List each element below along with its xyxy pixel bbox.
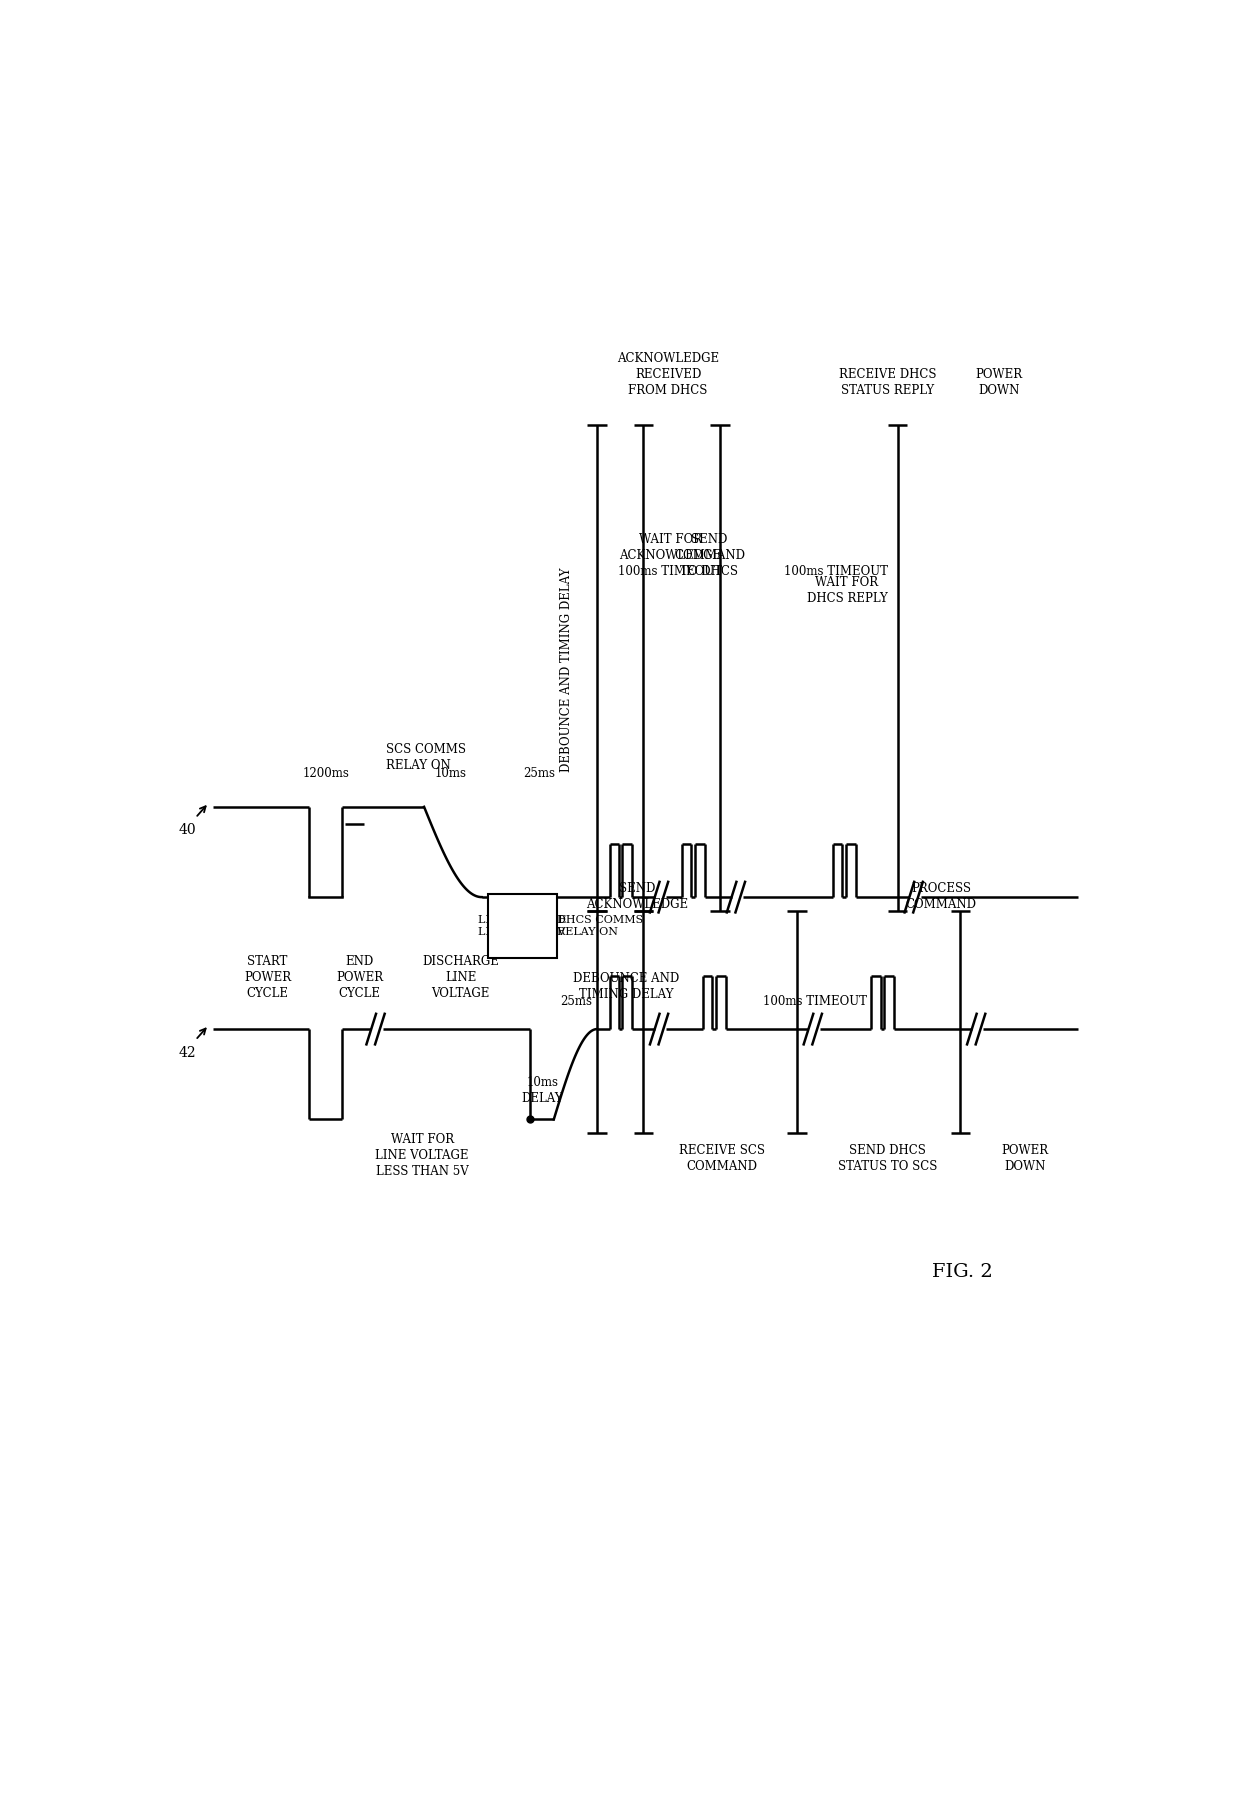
FancyBboxPatch shape — [487, 895, 557, 958]
Text: FIG. 2: FIG. 2 — [932, 1263, 992, 1281]
Text: SEND DHCS
STATUS TO SCS: SEND DHCS STATUS TO SCS — [837, 1144, 937, 1173]
Text: LINE VOLTAGE
LESS THAN 5V: LINE VOLTAGE LESS THAN 5V — [477, 915, 567, 938]
Text: POWER
DOWN: POWER DOWN — [975, 368, 1022, 397]
Text: WAIT FOR
DHCS REPLY: WAIT FOR DHCS REPLY — [806, 577, 888, 606]
Text: 25ms: 25ms — [523, 767, 556, 781]
Text: 10ms
DELAY: 10ms DELAY — [522, 1077, 563, 1106]
Text: POWER
DOWN: POWER DOWN — [1001, 1144, 1048, 1173]
Text: PROCESS
COMMAND: PROCESS COMMAND — [905, 882, 977, 911]
Text: ACKNOWLEDGE
RECEIVED
FROM DHCS: ACKNOWLEDGE RECEIVED FROM DHCS — [618, 352, 719, 397]
Text: WAIT FOR
LINE VOLTAGE
LESS THAN 5V: WAIT FOR LINE VOLTAGE LESS THAN 5V — [376, 1133, 469, 1178]
Text: SEND
ACKNOWLEDGE: SEND ACKNOWLEDGE — [587, 882, 688, 911]
Text: DEBOUNCE AND
TIMING DELAY: DEBOUNCE AND TIMING DELAY — [573, 972, 680, 1001]
Text: RECEIVE SCS
COMMAND: RECEIVE SCS COMMAND — [680, 1144, 765, 1173]
Text: 42: 42 — [179, 1046, 196, 1059]
Text: DHCS COMMS
RELAY ON: DHCS COMMS RELAY ON — [557, 915, 644, 938]
Text: END
POWER
CYCLE: END POWER CYCLE — [336, 956, 383, 1001]
Text: WAIT FOR
ACKNOWLEDGE
100ms TIMEOUT: WAIT FOR ACKNOWLEDGE 100ms TIMEOUT — [618, 532, 722, 577]
Text: DISCHARGE
LINE
VOLTAGE: DISCHARGE LINE VOLTAGE — [422, 956, 498, 1001]
Text: SCS COMMS
RELAY ON: SCS COMMS RELAY ON — [386, 743, 466, 772]
Text: RECEIVE DHCS
STATUS REPLY: RECEIVE DHCS STATUS REPLY — [838, 368, 936, 397]
Text: 100ms TIMEOUT: 100ms TIMEOUT — [785, 565, 888, 577]
Text: 1200ms: 1200ms — [303, 767, 350, 781]
Text: DEBOUNCE AND TIMING DELAY: DEBOUNCE AND TIMING DELAY — [559, 568, 573, 772]
Text: 40: 40 — [179, 823, 196, 837]
Text: SEND
COMMAND
TO DHCS: SEND COMMAND TO DHCS — [675, 532, 745, 577]
Text: 100ms TIMEOUT: 100ms TIMEOUT — [764, 996, 867, 1008]
Text: 25ms: 25ms — [560, 996, 591, 1008]
Text: START
POWER
CYCLE: START POWER CYCLE — [244, 956, 291, 1001]
Text: 10ms: 10ms — [435, 767, 467, 781]
